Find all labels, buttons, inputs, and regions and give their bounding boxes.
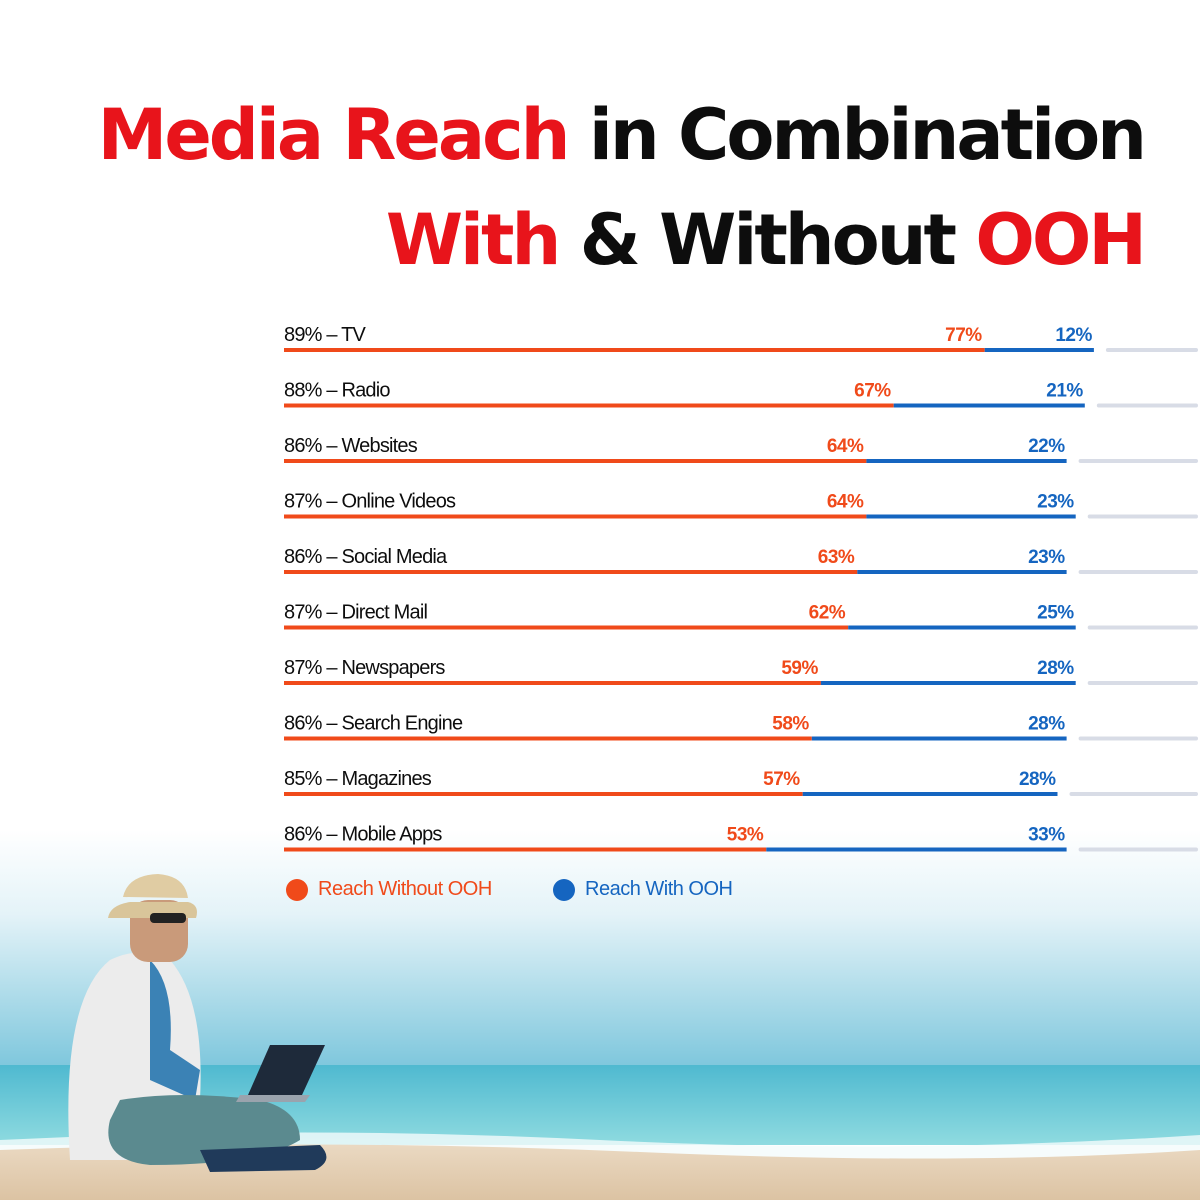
legend-dot-blue-icon bbox=[553, 878, 575, 901]
value-label-without-ooh: 77% bbox=[945, 325, 982, 346]
title-segment: & Without bbox=[558, 199, 976, 281]
value-label-with-ooh: 21% bbox=[1046, 381, 1083, 402]
category-label: 86% – Mobile Apps bbox=[284, 824, 442, 846]
chart-title-line-2: With & Without OOH bbox=[386, 205, 1147, 275]
title-segment: in Combination bbox=[567, 94, 1147, 176]
legend-item-with-ooh: Reach With OOH bbox=[553, 878, 733, 901]
person-with-laptop-icon bbox=[68, 874, 327, 1172]
value-label-without-ooh: 59% bbox=[781, 658, 818, 679]
category-label: 86% – Social Media bbox=[284, 546, 448, 568]
value-label-without-ooh: 63% bbox=[818, 547, 855, 568]
value-label-without-ooh: 53% bbox=[727, 825, 764, 846]
value-label-with-ooh: 28% bbox=[1037, 658, 1074, 679]
value-label-with-ooh: 28% bbox=[1019, 769, 1056, 790]
category-label: 88% – Radio bbox=[284, 380, 390, 402]
value-label-without-ooh: 62% bbox=[809, 603, 846, 624]
category-label: 86% – Search Engine bbox=[284, 713, 463, 735]
value-label-with-ooh: 25% bbox=[1037, 603, 1074, 624]
value-label-without-ooh: 64% bbox=[827, 492, 864, 513]
title-segment: With bbox=[385, 199, 562, 281]
value-label-without-ooh: 57% bbox=[763, 769, 800, 790]
title-segment: Media Reach bbox=[97, 94, 571, 176]
title-segment: OOH bbox=[975, 199, 1147, 281]
category-label: 85% – Magazines bbox=[284, 768, 432, 790]
legend-dot-red-icon bbox=[286, 878, 308, 901]
value-label-with-ooh: 22% bbox=[1028, 436, 1065, 457]
value-label-with-ooh: 23% bbox=[1037, 492, 1074, 513]
value-label-with-ooh: 12% bbox=[1055, 325, 1092, 346]
category-label: 89% – TV bbox=[284, 324, 367, 346]
chart-title-line-1: Media Reach in Combination bbox=[98, 100, 1147, 170]
value-label-without-ooh: 64% bbox=[827, 436, 864, 457]
value-label-without-ooh: 58% bbox=[772, 714, 809, 735]
legend-label: Reach With OOH bbox=[585, 878, 733, 900]
category-label: 87% – Direct Mail bbox=[284, 602, 427, 624]
legend-item-without-ooh: Reach Without OOH bbox=[286, 878, 492, 901]
category-label: 86% – Websites bbox=[284, 435, 418, 457]
category-label: 87% – Online Videos bbox=[284, 491, 456, 513]
value-label-without-ooh: 67% bbox=[854, 381, 891, 402]
value-label-with-ooh: 33% bbox=[1028, 825, 1065, 846]
legend-label: Reach Without OOH bbox=[318, 878, 492, 900]
value-label-with-ooh: 23% bbox=[1028, 547, 1065, 568]
category-label: 87% – Newspapers bbox=[284, 657, 445, 679]
value-label-with-ooh: 28% bbox=[1028, 714, 1065, 735]
